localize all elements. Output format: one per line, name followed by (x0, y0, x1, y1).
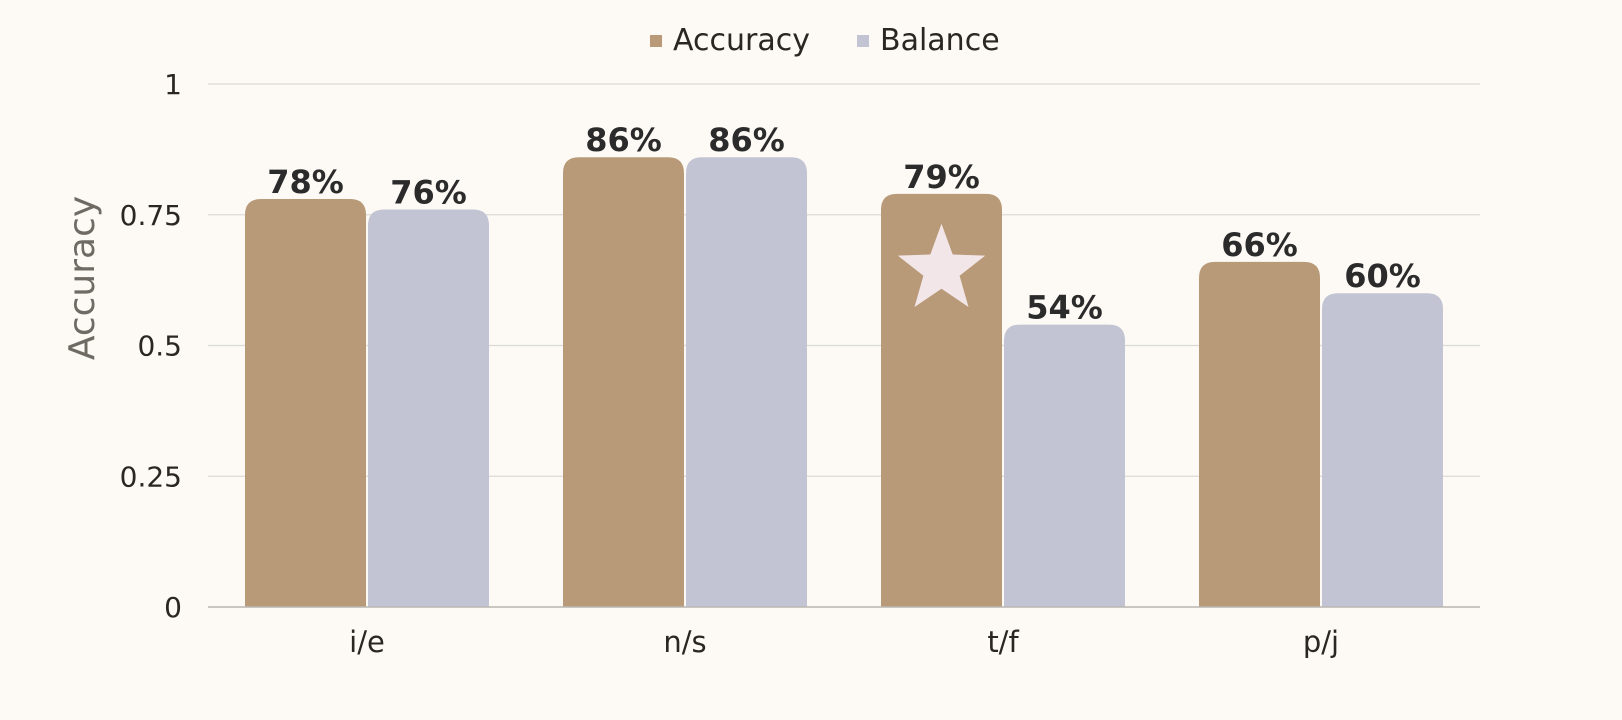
data-label: 60% (1344, 257, 1421, 295)
y-axis-title: Accuracy (62, 196, 103, 360)
data-label: 86% (708, 121, 785, 159)
legend-swatch-balance (857, 35, 869, 47)
star-icon (897, 223, 986, 307)
bar-accuracy-p-j (1199, 261, 1320, 607)
bar-balance-i-e (368, 209, 489, 607)
bar-accuracy-n-s (563, 157, 684, 607)
bar-balance-t-f (1004, 324, 1125, 607)
bar-accuracy-i-e (245, 199, 366, 607)
data-label: 79% (903, 158, 980, 196)
data-label: 78% (267, 163, 344, 201)
data-label: 86% (585, 121, 662, 159)
bars (245, 157, 1443, 607)
x-tick-label: n/s (663, 625, 706, 659)
data-label: 76% (390, 174, 467, 212)
y-tick-label: 0.75 (120, 199, 182, 232)
bar-accuracy-t-f (881, 193, 1002, 607)
legend-label-balance: Balance (880, 23, 1000, 58)
x-tick-label: p/j (1303, 625, 1339, 659)
y-tick-label: 0.5 (137, 330, 182, 363)
data-labels: 78% 76% 86% 86% 79% 54% 66% 60% (267, 121, 1421, 326)
legend-swatch-accuracy (650, 35, 662, 47)
legend-label-accuracy: Accuracy (673, 23, 810, 58)
legend: Accuracy Balance (650, 23, 1000, 58)
y-axis-ticks: 0 0.25 0.5 0.75 1 (120, 68, 182, 624)
y-tick-label: 0 (164, 591, 182, 624)
y-tick-label: 0.25 (120, 460, 182, 493)
x-axis-ticks: i/e n/s t/f p/j (349, 625, 1339, 659)
x-tick-label: t/f (987, 625, 1019, 659)
x-tick-label: i/e (349, 625, 385, 659)
y-tick-label: 1 (164, 68, 182, 101)
data-label: 66% (1221, 226, 1298, 264)
bar-balance-p-j (1322, 293, 1443, 607)
data-label: 54% (1026, 289, 1103, 327)
bar-balance-n-s (686, 157, 807, 607)
